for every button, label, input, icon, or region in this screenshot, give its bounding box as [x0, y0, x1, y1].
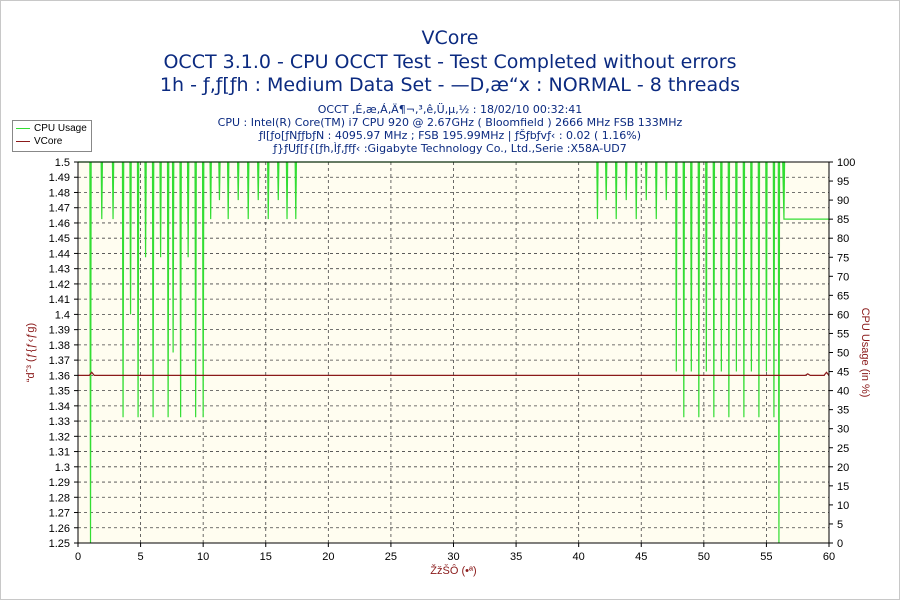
y-tick-label-right: 20	[837, 462, 849, 474]
x-axis-label: ŽžŠÔ (•ª)	[430, 564, 476, 577]
y-tick-label-left: 1.45	[49, 233, 70, 245]
y-tick-label-right: 15	[837, 481, 849, 493]
x-tick-label: 0	[75, 551, 81, 563]
info-generated: OCCT ‚É‚æ‚Á‚Ä¶¬‚³‚ê‚Ü‚µ‚½ : 18/02/10 00:…	[317, 103, 583, 116]
y-tick-label-left: 1.38	[49, 340, 70, 352]
y-tick-label-right: 5	[837, 519, 843, 531]
series-line-vcore	[78, 371, 830, 376]
chart-subtitle-test: OCCT 3.1.0 - CPU OCCT Test - Test Comple…	[163, 51, 737, 73]
x-tick-label: 20	[322, 551, 334, 563]
y-tick-label-left: 1.37	[49, 355, 70, 367]
y-tick-label-left: 1.48	[49, 187, 70, 199]
y-tick-label-left: 1.49	[49, 172, 70, 184]
y-tick-label-right: 75	[837, 252, 849, 264]
y-tick-label-right: 40	[837, 386, 849, 398]
x-tick-label: 40	[573, 551, 585, 563]
x-tick-label: 45	[635, 551, 647, 563]
y-tick-label-right: 0	[837, 538, 843, 550]
y-tick-label-left: 1.26	[49, 523, 70, 535]
y-tick-label-left: 1.36	[49, 370, 70, 382]
x-tick-label: 50	[698, 551, 710, 563]
info-cpu: CPU : Intel(R) Core(TM) i7 CPU 920 @ 2.6…	[217, 116, 683, 129]
x-tick-label: 60	[823, 551, 835, 563]
plot-area	[78, 162, 829, 543]
y-tick-label-left: 1.42	[49, 279, 70, 291]
chart-subtitle-dataset: 1h - ƒ‚ƒ[ƒh : Medium Data Set - —D‚æ“x :…	[159, 74, 741, 96]
y-tick-label-right: 80	[837, 233, 849, 245]
y-tick-label-right: 100	[837, 157, 855, 169]
y-tick-label-left: 1.32	[49, 431, 70, 443]
y-tick-label-left: 1.47	[49, 203, 70, 215]
x-tick-label: 5	[138, 551, 144, 563]
y-axis-label-right: CPU Usage (in %)	[859, 308, 871, 398]
chart-title: VCore	[421, 27, 479, 49]
y-tick-label-right: 30	[837, 424, 849, 436]
y-tick-label-left: 1.4	[55, 309, 70, 321]
x-tick-label: 35	[510, 551, 522, 563]
y-tick-label-left: 1.31	[49, 447, 70, 459]
y-tick-label-left: 1.33	[49, 416, 70, 428]
info-motherboard: ƒ}ƒUƒ[ƒ{[ƒh‚Ìƒ‚ƒfƒ‹ :Gigabyte Technology…	[273, 142, 627, 155]
y-tick-label-left: 1.35	[49, 386, 70, 398]
y-tick-label-right: 45	[837, 367, 849, 379]
y-tick-label-right: 55	[837, 328, 849, 340]
y-tick-label-left: 1.41	[49, 294, 70, 306]
y-tick-label-right: 85	[837, 214, 849, 226]
y-tick-label-right: 70	[837, 271, 849, 283]
y-tick-label-left: 1.3	[55, 462, 70, 474]
legend: CPU Usage VCore	[12, 120, 92, 152]
x-tick-label: 25	[385, 551, 397, 563]
y-tick-label-right: 95	[837, 176, 849, 188]
y-axis-label-left: “dˆ³ (ƒ{ƒ‹ƒg)	[25, 323, 37, 382]
y-tick-label-right: 50	[837, 348, 849, 360]
legend-swatch-vcore	[16, 140, 30, 142]
y-tick-label-left: 1.43	[49, 264, 70, 276]
legend-label-cpu-usage: CPU Usage	[34, 123, 87, 134]
y-tick-label-left: 1.46	[49, 218, 70, 230]
x-tick-label: 15	[260, 551, 272, 563]
y-tick-label-right: 90	[837, 195, 849, 207]
y-tick-label-right: 10	[837, 500, 849, 512]
x-tick-label: 10	[197, 551, 209, 563]
legend-item-cpu-usage: CPU Usage	[16, 123, 87, 135]
y-tick-label-right: 25	[837, 443, 849, 455]
y-tick-label-left: 1.29	[49, 477, 70, 489]
y-tick-label-right: 35	[837, 405, 849, 417]
y-tick-label-right: 60	[837, 309, 849, 321]
x-tick-label: 30	[447, 551, 459, 563]
legend-label-vcore: VCore	[34, 136, 63, 147]
y-tick-label-left: 1.25	[49, 538, 70, 550]
y-tick-label-left: 1.44	[49, 248, 70, 260]
y-tick-label-left: 1.34	[49, 401, 70, 413]
x-tick-label: 55	[760, 551, 772, 563]
legend-item-vcore: VCore	[16, 136, 62, 148]
legend-swatch-cpu-usage	[16, 127, 30, 129]
info-overclock: ƒI[ƒo[ƒNƒƒbƒN : 4095.97 MHz ; FSB 195.99…	[258, 129, 642, 142]
y-tick-label-left: 1.5	[55, 157, 70, 169]
y-tick-label-left: 1.39	[49, 325, 70, 337]
y-tick-label-right: 65	[837, 290, 849, 302]
y-tick-label-left: 1.27	[49, 508, 70, 520]
plot-frame	[77, 161, 830, 544]
y-tick-label-left: 1.28	[49, 492, 70, 504]
